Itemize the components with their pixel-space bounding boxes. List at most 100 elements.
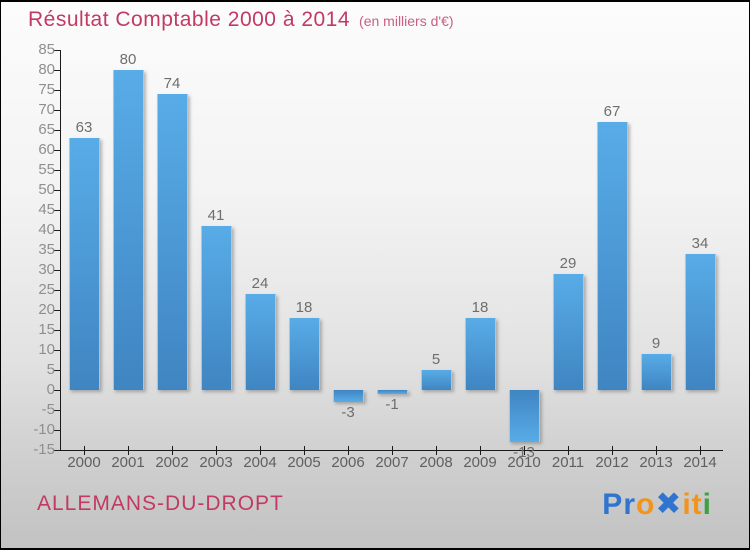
- y-axis-tick-label: -5: [41, 401, 55, 418]
- y-axis-tick-label: 60: [38, 141, 55, 158]
- bar: [156, 94, 188, 390]
- x-axis-tick-label: 2005: [287, 454, 321, 471]
- x-axis-tick: [656, 446, 657, 455]
- chart-subtitle: (en milliers d'€): [359, 13, 454, 29]
- y-axis-tick: [54, 190, 61, 191]
- y-axis-tick: [54, 430, 61, 431]
- bar: [332, 390, 364, 402]
- x-axis-tick-label: 2007: [375, 454, 409, 471]
- bar-value-label: 74: [163, 75, 181, 92]
- logo-letter: r: [623, 488, 636, 521]
- bar: [376, 390, 408, 394]
- bar: [288, 318, 320, 390]
- y-axis-tick-label: 10: [38, 341, 55, 358]
- y-axis-tick: [54, 170, 61, 171]
- y-axis-tick: [54, 210, 61, 211]
- x-axis-tick-label: 2013: [639, 454, 673, 471]
- x-axis-tick: [524, 446, 525, 455]
- y-axis-tick-label: 30: [38, 261, 55, 278]
- bar: [244, 294, 276, 390]
- y-axis-tick-label: 50: [38, 181, 55, 198]
- bar-value-label: 18: [471, 299, 489, 316]
- y-axis-tick-label: 5: [46, 361, 55, 378]
- y-axis-tick-label: 70: [38, 101, 55, 118]
- y-axis-tick-label: 65: [38, 121, 55, 138]
- x-axis-tick-label: 2011: [551, 454, 585, 471]
- y-axis-tick: [54, 110, 61, 111]
- bar-value-label: -3: [341, 404, 355, 421]
- y-axis-tick: [54, 150, 61, 151]
- y-axis-tick: [54, 90, 61, 91]
- bar: [552, 274, 584, 390]
- y-axis-tick: [54, 310, 61, 311]
- x-axis-tick: [172, 446, 173, 455]
- x-axis-tick-label: 2004: [243, 454, 277, 471]
- logo-letter: P: [602, 488, 624, 521]
- bar-value-label: 80: [119, 51, 137, 68]
- y-axis-tick-label: 80: [38, 61, 55, 78]
- bar-value-label: -13: [513, 444, 535, 461]
- x-axis-tick: [436, 446, 437, 455]
- chart-header: Résultat Comptable 2000 à 2014 (en millie…: [28, 8, 454, 32]
- bar: [464, 318, 496, 390]
- y-axis-tick: [54, 410, 61, 411]
- bar-value-label: 67: [603, 103, 621, 120]
- x-axis-tick-label: 2010: [507, 454, 541, 471]
- y-axis-tick: [54, 230, 61, 231]
- bar-value-label: -1: [385, 396, 399, 413]
- bar-value-label: 63: [75, 119, 93, 136]
- y-axis-tick-label: 15: [38, 321, 55, 338]
- x-axis-tick-label: 2006: [331, 454, 365, 471]
- y-axis-tick: [54, 130, 61, 131]
- x-axis-tick: [568, 446, 569, 455]
- x-axis-tick-label: 2014: [683, 454, 717, 471]
- x-axis-line: [60, 450, 723, 451]
- x-axis-tick-label: 2003: [199, 454, 233, 471]
- x-axis-tick: [480, 446, 481, 455]
- x-axis-tick: [260, 446, 261, 455]
- proxiti-logo[interactable]: Pro✖iti: [602, 486, 712, 522]
- y-axis-tick-label: 25: [38, 281, 55, 298]
- x-axis-tick-label: 2002: [155, 454, 189, 471]
- x-axis-tick: [392, 446, 393, 455]
- x-axis-tick: [128, 446, 129, 455]
- bar: [640, 354, 672, 390]
- bar: [112, 70, 144, 390]
- logo-letter: ✖: [655, 486, 683, 521]
- logo-letter: i: [702, 488, 712, 521]
- y-axis-tick-label: 55: [38, 161, 55, 178]
- bar-value-label: 34: [691, 235, 709, 252]
- x-axis-tick-label: 2000: [67, 454, 101, 471]
- logo-letter: o: [636, 488, 656, 521]
- y-axis-tick-label: 75: [38, 81, 55, 98]
- y-axis-tick-label: -15: [33, 441, 55, 458]
- x-axis-tick: [216, 446, 217, 455]
- y-axis-tick: [54, 450, 61, 451]
- y-axis-tick: [54, 50, 61, 51]
- x-axis-tick-label: 2009: [463, 454, 497, 471]
- y-axis-tick: [54, 350, 61, 351]
- y-axis-tick: [54, 270, 61, 271]
- bar-value-label: 24: [251, 275, 269, 292]
- bar: [684, 254, 716, 390]
- y-axis-tick-label: 40: [38, 221, 55, 238]
- bar-value-label: 41: [207, 207, 225, 224]
- municipality-label: ALLEMANS-DU-DROPT: [37, 492, 284, 515]
- bar: [508, 390, 540, 442]
- x-axis-tick: [84, 446, 85, 455]
- x-axis-tick: [304, 446, 305, 455]
- y-axis-tick: [54, 70, 61, 71]
- bar-value-label: 9: [651, 335, 661, 352]
- x-axis-tick-label: 2012: [595, 454, 629, 471]
- bar-value-label: 18: [295, 299, 313, 316]
- x-axis-tick-label: 2001: [111, 454, 145, 471]
- y-axis-tick-label: 35: [38, 241, 55, 258]
- y-axis-tick: [54, 250, 61, 251]
- x-axis-tick: [348, 446, 349, 455]
- bar: [420, 370, 452, 390]
- y-axis-tick-label: 20: [38, 301, 55, 318]
- bar-value-label: 5: [431, 351, 441, 368]
- y-axis-tick: [54, 290, 61, 291]
